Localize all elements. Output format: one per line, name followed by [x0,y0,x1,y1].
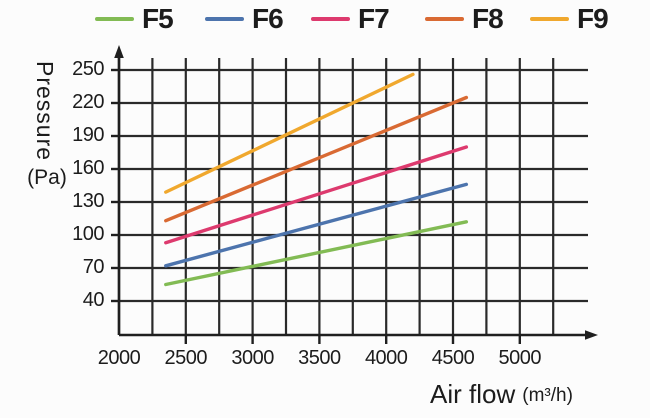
y-tick-220: 220 [72,91,104,113]
x-tick-4000: 4000 [364,347,408,369]
y-axis-unit: (Pa) [27,166,67,189]
legend-item-f5: F5 [95,3,174,34]
x-tick-5000: 5000 [498,347,542,369]
x-tick-2500: 2500 [164,347,208,369]
legend-item-f9: F9 [530,3,609,34]
x-tick-3000: 3000 [231,347,274,369]
x-axis-title: Air flow [430,379,516,409]
legend-label-f5: F5 [142,3,174,34]
legend-item-f8: F8 [425,3,504,34]
y-tick-190: 190 [72,124,104,146]
legend-label-f7: F7 [358,3,390,34]
x-axis-label: Air flow (m³/h) [430,379,573,410]
x-tick-2000: 2000 [97,347,141,369]
y-tick-130: 130 [72,190,104,212]
x-tick-4500: 4500 [431,347,475,369]
legend-label-f6: F6 [252,3,284,34]
legend-line-swatch-f7 [311,17,350,21]
legend-label-f9: F9 [577,3,609,34]
legend-line-swatch-f6 [205,17,244,21]
legend-item-f6: F6 [205,3,284,34]
y-tick-70: 70 [82,256,105,278]
x-tick-3500: 3500 [298,347,341,369]
legend-line-swatch-f8 [425,17,464,21]
y-tick-40: 40 [82,289,105,311]
legend-line-swatch-f9 [530,17,569,21]
x-axis-unit: (m³/h) [522,385,573,406]
y-tick-250: 250 [72,58,104,80]
chart-legend: F5 F6 F7 F8 F9 [0,0,650,38]
y-tick-100: 100 [72,223,104,245]
y-tick-160: 160 [72,157,104,179]
y-axis-title: Pressure [32,61,58,162]
legend-label-f8: F8 [472,3,504,34]
legend-line-swatch-f5 [95,17,134,21]
legend-item-f7: F7 [311,3,390,34]
